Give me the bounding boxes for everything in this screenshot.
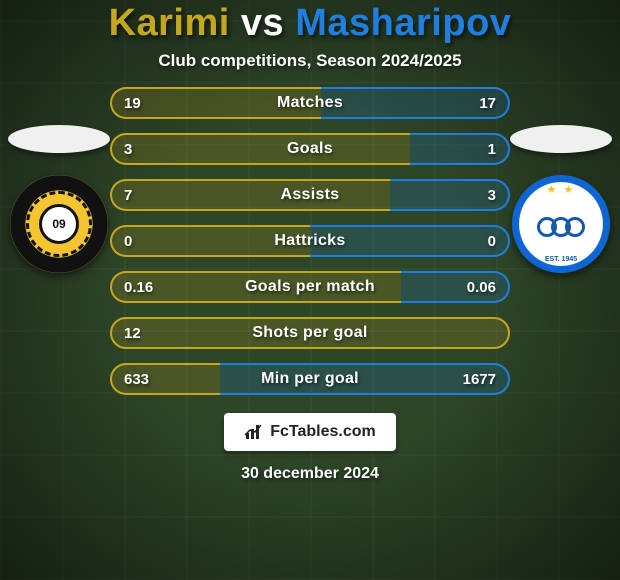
stat-value-left: 633 — [124, 363, 149, 395]
stat-value-left: 0.16 — [124, 271, 153, 303]
stat-bar-right — [310, 225, 510, 257]
stat-bar-left — [110, 179, 390, 211]
stat-value-right: 17 — [479, 87, 496, 119]
stat-value-right: 0 — [488, 225, 496, 257]
stat-value-left: 7 — [124, 179, 132, 211]
stats-list: Matches1917Goals31Assists73Hattricks00Go… — [110, 87, 510, 395]
stat-bar-left — [110, 271, 401, 303]
stat-value-right: 1 — [488, 133, 496, 165]
crest-rings-icon — [537, 217, 585, 237]
stat-row: Goals31 — [110, 133, 510, 165]
stat-row: Shots per goal12 — [110, 317, 510, 349]
team1-crest: 09 — [10, 175, 108, 273]
team2-crest: ★ ★ EST. 1945 — [512, 175, 610, 273]
fctables-logo: FcTables.com — [224, 413, 396, 451]
logo-chart-icon — [244, 423, 264, 441]
headline: Karimi vs Masharipov — [109, 2, 512, 45]
date-text: 30 december 2024 — [241, 465, 379, 483]
stat-value-right: 0.06 — [467, 271, 496, 303]
subtitle: Club competitions, Season 2024/2025 — [158, 51, 461, 71]
stat-bar-left — [110, 87, 321, 119]
player1-photo-placeholder — [8, 125, 110, 153]
logo-text: FcTables.com — [270, 423, 376, 441]
stat-value-right: 3 — [488, 179, 496, 211]
stat-value-right: 1677 — [463, 363, 496, 395]
stat-bar-left — [110, 225, 310, 257]
crest-decoration — [26, 191, 92, 257]
stat-row: Assists73 — [110, 179, 510, 211]
stat-row: Min per goal6331677 — [110, 363, 510, 395]
player2-name: Masharipov — [295, 2, 511, 44]
crest-subtext: EST. 1945 — [545, 256, 577, 263]
stat-row: Matches1917 — [110, 87, 510, 119]
player1-name: Karimi — [109, 2, 230, 44]
stat-value-left: 12 — [124, 317, 141, 349]
player2-photo-placeholder — [510, 125, 612, 153]
crest-stars-icon: ★ ★ — [547, 183, 576, 196]
stat-value-left: 0 — [124, 225, 132, 257]
stat-value-left: 3 — [124, 133, 132, 165]
stat-row: Goals per match0.160.06 — [110, 271, 510, 303]
stat-bar-left — [110, 133, 410, 165]
stat-row: Hattricks00 — [110, 225, 510, 257]
left-side-column: 09 — [8, 125, 110, 273]
content-root: Karimi vs Masharipov Club competitions, … — [0, 0, 620, 580]
right-side-column: ★ ★ EST. 1945 — [510, 125, 612, 273]
stat-bar-left — [110, 317, 510, 349]
stat-value-left: 19 — [124, 87, 141, 119]
vs-text: vs — [241, 2, 284, 44]
